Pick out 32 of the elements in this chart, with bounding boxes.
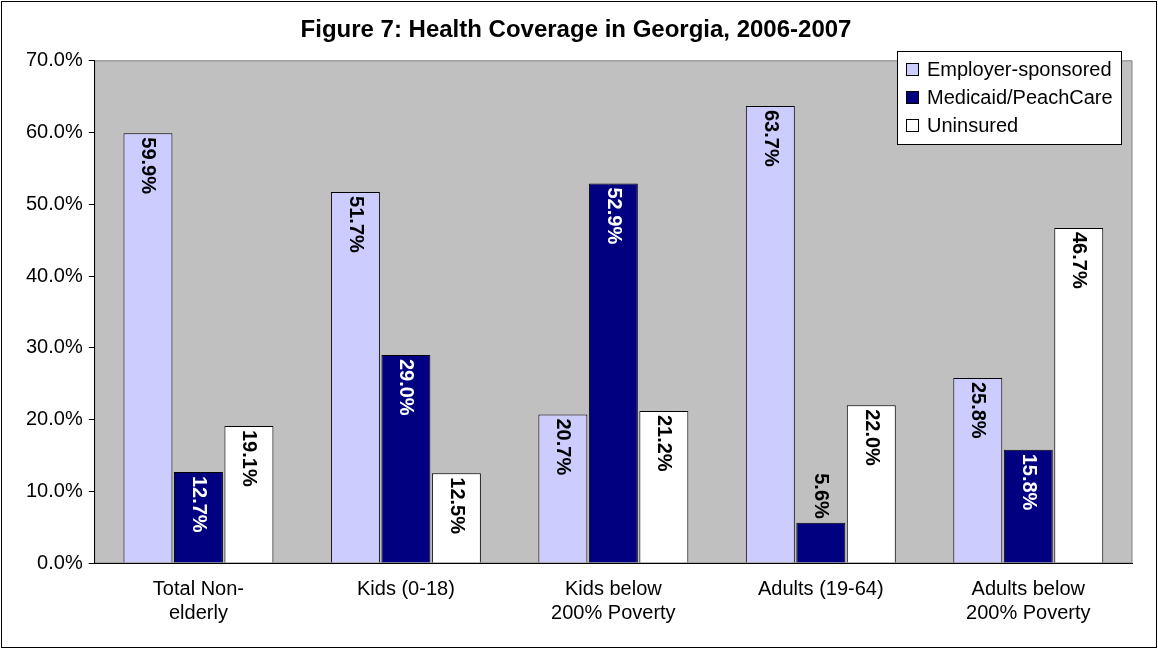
text: 59.9%	[138, 137, 161, 194]
text: 51.7%	[345, 196, 368, 253]
x-tick-label: Adults below 200% Poverty	[966, 576, 1091, 623]
text: 5.6%	[811, 473, 834, 519]
text: 46.7%	[1069, 231, 1092, 289]
y-tick-label: 30.0%	[25, 335, 83, 358]
x-tick-label: Kids (0-18)	[356, 576, 455, 599]
legend-label: Medicaid/PeachCare	[927, 86, 1113, 110]
x-tick-label: Adults (19-64)	[758, 576, 884, 599]
chart-title: Figure 7: Health Coverage in Georgia, 2006-2007	[300, 15, 852, 43]
x-tick-label: Kids below 200% Poverty	[551, 576, 676, 623]
text: 22.0%	[861, 409, 884, 466]
text: 25.8%	[968, 381, 991, 439]
text: 15.8%	[1018, 453, 1041, 511]
y-tick-label: 40.0%	[25, 263, 83, 286]
y-tick-label: 50.0%	[25, 191, 83, 214]
y-tick-label: 70.0%	[25, 48, 83, 71]
text: 19.1%	[239, 429, 262, 487]
y-tick-label: 0.0%	[37, 550, 83, 573]
text: 12.7%	[188, 475, 211, 533]
y-tick-label: 20.0%	[25, 407, 83, 430]
text: 52.9%	[603, 187, 626, 245]
x-tick-label: Total Non-elderly	[152, 576, 245, 623]
text: 20.7%	[553, 418, 576, 476]
legend-label: Employer-sponsored	[927, 58, 1112, 82]
legend-label: Uninsured	[927, 114, 1019, 138]
y-tick-label: 10.0%	[25, 478, 83, 501]
text: 63.7%	[760, 110, 783, 167]
y-tick-label: 60.0%	[25, 120, 83, 143]
text: 12.5%	[446, 477, 469, 535]
text: 21.2%	[654, 414, 677, 472]
text: 29.0%	[396, 358, 419, 416]
